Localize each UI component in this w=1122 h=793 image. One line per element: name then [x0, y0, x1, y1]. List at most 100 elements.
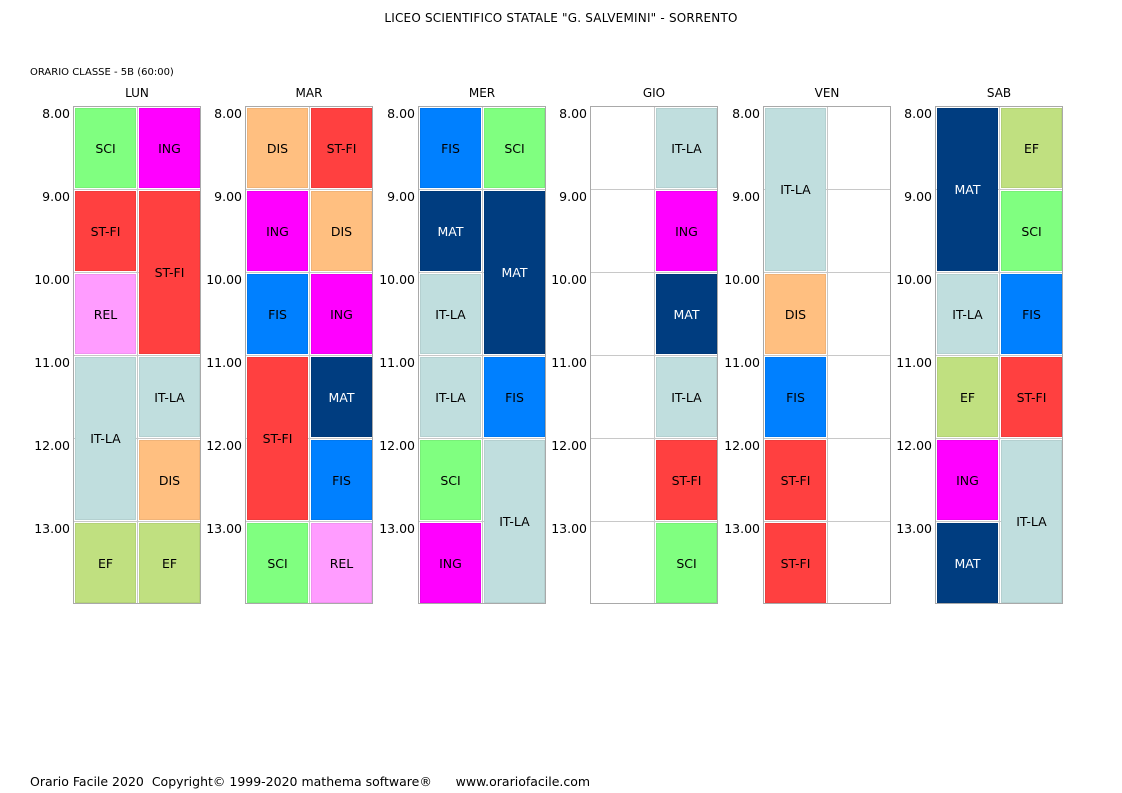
lesson-cell-sci[interactable]: SCI [247, 523, 308, 603]
time-label: 8.00 [214, 106, 242, 121]
time-label: 9.00 [387, 189, 415, 204]
lesson-cell-st-fi[interactable]: ST-FI [1001, 357, 1062, 437]
day-grid: IT-LA ING MAT IT-LA ST-FI SCI [590, 106, 718, 604]
time-label: 9.00 [732, 189, 760, 204]
time-label: 9.00 [559, 189, 587, 204]
time-label: 12.00 [551, 438, 587, 453]
day-grid: DIS ST-FI ING DIS FIS ING ST-FI MAT FIS SCI REL [245, 106, 373, 604]
day-name: LUN [125, 86, 149, 100]
lesson-cell-ing[interactable]: ING [656, 191, 717, 271]
lesson-cell-ing[interactable]: ING [937, 440, 998, 520]
lesson-cell-sci[interactable]: SCI [484, 108, 545, 188]
time-label: 8.00 [42, 106, 70, 121]
lesson-cell-st-fi[interactable]: ST-FI [765, 523, 826, 603]
lesson-cell-mat[interactable]: MAT [937, 523, 998, 603]
time-label: 10.00 [206, 272, 242, 287]
lesson-cell-fis[interactable]: FIS [247, 274, 308, 354]
lesson-cell-it-la[interactable]: IT-LA [420, 274, 481, 354]
lesson-cell-dis[interactable]: DIS [311, 191, 372, 271]
lesson-cell-dis[interactable]: DIS [139, 440, 200, 520]
lesson-cell-ing[interactable]: ING [420, 523, 481, 603]
time-label: 11.00 [896, 355, 932, 370]
time-label: 13.00 [896, 521, 932, 536]
time-label: 10.00 [551, 272, 587, 287]
lesson-cell-sci[interactable]: SCI [75, 108, 136, 188]
day-name: MAR [295, 86, 323, 100]
lesson-cell-ef[interactable]: EF [1001, 108, 1062, 188]
lesson-cell-st-fi[interactable]: ST-FI [247, 357, 308, 520]
lesson-cell-mat[interactable]: MAT [937, 108, 998, 271]
lesson-cell-dis[interactable]: DIS [247, 108, 308, 188]
lesson-cell-it-la[interactable]: IT-LA [1001, 440, 1062, 603]
lesson-cell-sci[interactable]: SCI [656, 523, 717, 603]
time-label: 13.00 [206, 521, 242, 536]
lesson-cell-it-la[interactable]: IT-LA [656, 108, 717, 188]
lesson-cell-mat[interactable]: MAT [420, 191, 481, 271]
lesson-cell-it-la[interactable]: IT-LA [484, 440, 545, 603]
lesson-cell-ef[interactable]: EF [75, 523, 136, 603]
time-label: 13.00 [551, 521, 587, 536]
lesson-cell-rel[interactable]: REL [311, 523, 372, 603]
time-label: 13.00 [34, 521, 70, 536]
grid-divider [827, 107, 828, 603]
grid-divider [654, 107, 655, 603]
time-label: 11.00 [206, 355, 242, 370]
time-label: 12.00 [896, 438, 932, 453]
grid-divider [999, 107, 1000, 603]
time-label: 12.00 [724, 438, 760, 453]
lesson-cell-ing[interactable]: ING [247, 191, 308, 271]
time-label: 10.00 [724, 272, 760, 287]
lesson-cell-mat[interactable]: MAT [311, 357, 372, 437]
time-label: 9.00 [904, 189, 932, 204]
class-label: ORARIO CLASSE - 5B (60:00) [30, 67, 174, 78]
lesson-cell-fis[interactable]: FIS [420, 108, 481, 188]
grid-divider [309, 107, 310, 603]
day-name: MER [468, 86, 496, 100]
lesson-cell-ing[interactable]: ING [311, 274, 372, 354]
time-label: 10.00 [896, 272, 932, 287]
lesson-cell-it-la[interactable]: IT-LA [139, 357, 200, 437]
lesson-cell-st-fi[interactable]: ST-FI [75, 191, 136, 271]
lesson-cell-st-fi[interactable]: ST-FI [311, 108, 372, 188]
day-grid: FIS SCI MAT MAT IT-LA IT-LA FIS SCI IT-LA ING [418, 106, 546, 604]
time-label: 13.00 [724, 521, 760, 536]
lesson-cell-it-la[interactable]: IT-LA [75, 357, 136, 520]
time-label: 9.00 [42, 189, 70, 204]
lesson-cell-ef[interactable]: EF [937, 357, 998, 437]
lesson-cell-sci[interactable]: SCI [420, 440, 481, 520]
time-label: 8.00 [904, 106, 932, 121]
time-label: 11.00 [379, 355, 415, 370]
time-label: 8.00 [732, 106, 760, 121]
day-grid: SCI ING ST-FI ST-FI REL IT-LA IT-LA DIS EF EF [73, 106, 201, 604]
lesson-cell-fis[interactable]: FIS [484, 357, 545, 437]
time-label: 11.00 [34, 355, 70, 370]
lesson-cell-st-fi[interactable]: ST-FI [656, 440, 717, 520]
time-label: 11.00 [724, 355, 760, 370]
lesson-cell-it-la[interactable]: IT-LA [656, 357, 717, 437]
lesson-cell-it-la[interactable]: IT-LA [765, 108, 826, 271]
lesson-cell-ing[interactable]: ING [139, 108, 200, 188]
lesson-cell-mat[interactable]: MAT [484, 191, 545, 354]
lesson-cell-it-la[interactable]: IT-LA [420, 357, 481, 437]
day-name: GIO [642, 86, 666, 100]
time-label: 10.00 [379, 272, 415, 287]
lesson-cell-it-la[interactable]: IT-LA [937, 274, 998, 354]
lesson-cell-sci[interactable]: SCI [1001, 191, 1062, 271]
time-label: 8.00 [387, 106, 415, 121]
lesson-cell-rel[interactable]: REL [75, 274, 136, 354]
lesson-cell-fis[interactable]: FIS [311, 440, 372, 520]
time-label: 13.00 [379, 521, 415, 536]
day-grid: MAT EF SCI IT-LA FIS EF ST-FI ING IT-LA MAT [935, 106, 1063, 604]
lesson-cell-fis[interactable]: FIS [1001, 274, 1062, 354]
school-title: LICEO SCIENTIFICO STATALE "G. SALVEMINI"… [384, 11, 738, 25]
lesson-cell-st-fi[interactable]: ST-FI [765, 440, 826, 520]
time-label: 11.00 [551, 355, 587, 370]
lesson-cell-fis[interactable]: FIS [765, 357, 826, 437]
grid-divider [137, 107, 138, 603]
lesson-cell-st-fi[interactable]: ST-FI [139, 191, 200, 354]
footer-copyright: Orario Facile 2020 Copyright© 1999-2020 … [30, 774, 591, 789]
lesson-cell-ef[interactable]: EF [139, 523, 200, 603]
day-grid: IT-LA DIS FIS ST-FI ST-FI [763, 106, 891, 604]
lesson-cell-dis[interactable]: DIS [765, 274, 826, 354]
lesson-cell-mat[interactable]: MAT [656, 274, 717, 354]
